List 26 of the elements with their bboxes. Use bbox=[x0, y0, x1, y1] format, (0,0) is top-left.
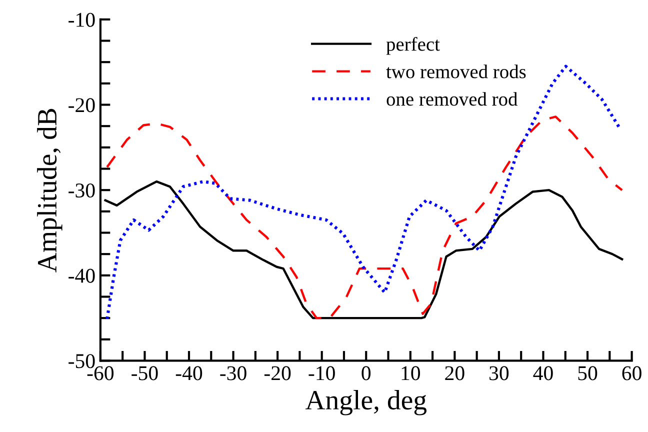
x-tick-label: -30 bbox=[220, 366, 246, 380]
line-series bbox=[106, 116, 624, 320]
x-tick-label: 60 bbox=[622, 366, 642, 380]
x-tick-label: 20 bbox=[445, 366, 464, 380]
x-tick-label: -40 bbox=[176, 366, 202, 380]
y-axis-title: Amplitude, dB bbox=[37, 108, 62, 272]
x-tick-label: 10 bbox=[402, 366, 420, 380]
line-series bbox=[106, 64, 620, 320]
legend-label: perfect bbox=[386, 36, 440, 55]
y-tick-label: -20 bbox=[68, 98, 95, 112]
x-tick-label: 40 bbox=[533, 366, 553, 380]
y-tick-label: -50 bbox=[68, 354, 95, 368]
y-tick-label: -10 bbox=[68, 12, 95, 27]
y-tick-label: -30 bbox=[68, 183, 95, 198]
x-tick-label: 0 bbox=[362, 366, 371, 380]
x-tick-label: 30 bbox=[490, 366, 509, 380]
y-tick-label: -40 bbox=[68, 268, 95, 283]
x-tick-label: 50 bbox=[578, 366, 598, 380]
x-tick-label: -50 bbox=[132, 366, 158, 380]
legend-label: two removed rods bbox=[386, 64, 526, 78]
legend-label: one removed rod bbox=[386, 92, 518, 106]
x-tick-label: -20 bbox=[264, 366, 291, 380]
line-series bbox=[104, 180, 624, 320]
x-axis-title: Angle, deg bbox=[305, 390, 427, 416]
x-tick-label: -10 bbox=[308, 366, 335, 380]
x-tick-label: -60 bbox=[87, 366, 114, 380]
